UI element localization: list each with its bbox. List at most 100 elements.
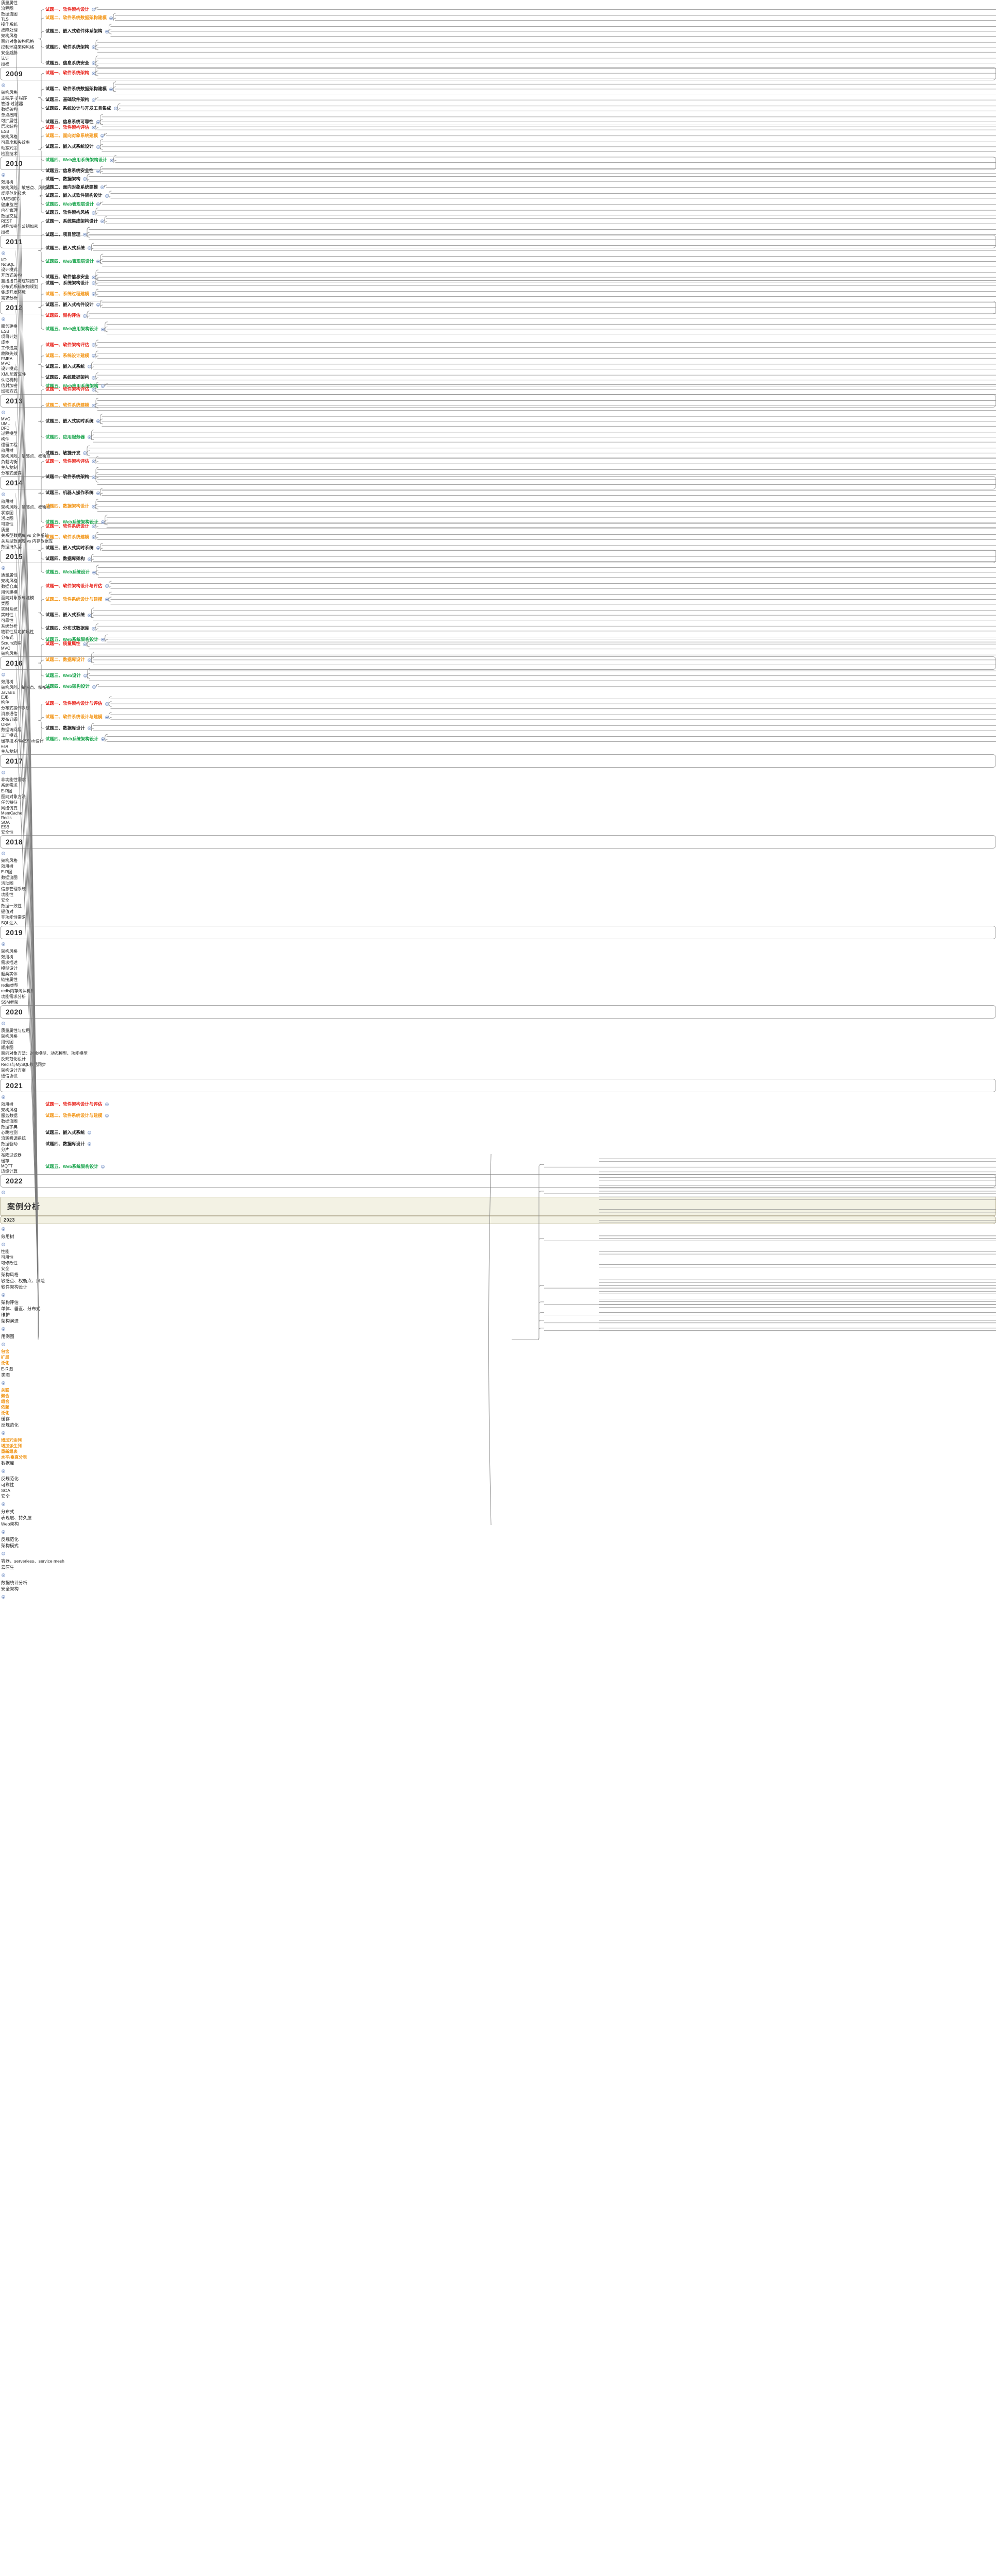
year-node[interactable]: 2014 — [0, 476, 996, 499]
leaf-node[interactable]: ESB — [0, 825, 996, 829]
leaf-node[interactable]: 分布式 — [0, 635, 996, 640]
collapse-toggle-icon[interactable] — [100, 134, 105, 138]
collapse-toggle-icon[interactable] — [2, 771, 5, 774]
leaf-node[interactable]: Redis — [0, 816, 996, 820]
collapse-toggle-icon[interactable] — [2, 493, 5, 496]
leaf-node[interactable]: EJB — [0, 695, 996, 700]
collapse-toggle-icon[interactable] — [96, 259, 100, 263]
topic-node[interactable]: 试题二、软件系统设计与建模 — [44, 714, 110, 720]
leaf-node[interactable]: 实时性 — [0, 612, 996, 618]
leaf-node[interactable]: 过程模型 — [0, 431, 996, 436]
topic-node[interactable]: 试题一、软件系统设计 — [44, 523, 97, 530]
year-node[interactable]: 2019 — [0, 926, 996, 948]
year-node[interactable]: 2018 — [0, 835, 996, 858]
topic-node[interactable]: 试题三、嵌入式构件设计 — [44, 302, 102, 308]
leaf-node[interactable]: 需求分析 — [0, 295, 996, 301]
topic-node[interactable]: 试题二、软件系统架构 — [44, 474, 97, 480]
topic-node[interactable]: 试题四、软件系统架构 — [44, 44, 97, 50]
topic-node[interactable]: 试题四、系统数据架构 — [44, 375, 97, 381]
topic-node[interactable]: 试题四、架构评估 — [44, 313, 88, 319]
leaf-node[interactable]: 用例建模 — [0, 589, 996, 595]
cluster-leaf-node[interactable]: 泛化 — [0, 1360, 996, 1366]
topic-node[interactable]: 试题一、系统集成架构设计 — [44, 218, 106, 225]
collapse-toggle-icon[interactable] — [87, 726, 91, 730]
leaf-node[interactable]: 负载均衡 — [0, 459, 996, 465]
collapse-toggle-icon[interactable] — [2, 173, 5, 177]
leaf-node[interactable]: UML — [0, 421, 996, 426]
collapse-toggle-icon[interactable] — [105, 29, 109, 33]
leaf-node[interactable]: 非功能性需求 — [0, 914, 996, 920]
leaf-node[interactable]: 面向对象方法：对象模型、动态模型、功能模型 — [0, 1050, 996, 1056]
collapse-toggle-icon[interactable] — [2, 1469, 5, 1473]
leaf-node[interactable]: 功能性 — [0, 892, 996, 897]
collapse-toggle-icon[interactable] — [96, 303, 100, 307]
year-node[interactable]: 2013 — [0, 394, 996, 417]
topic-node[interactable]: 试题四、数据库架构 — [44, 556, 93, 562]
topic-node[interactable]: 试题一、系统架构设计 — [44, 280, 97, 286]
cluster-sub-node[interactable]: 维护 — [0, 1312, 996, 1318]
topic-node[interactable]: 试题二、软件系统设计与建模 — [44, 1113, 110, 1119]
leaf-node[interactable]: MVC — [0, 646, 996, 651]
leaf-node[interactable]: 活动图 — [0, 516, 996, 521]
collapse-toggle-icon[interactable] — [2, 1552, 5, 1555]
leaf-node[interactable]: DFD — [0, 426, 996, 431]
topic-node[interactable]: 试题四、Web系统架构设计 — [44, 736, 106, 742]
cluster-sub-node[interactable]: 敏感点、权衡点、风险 — [0, 1278, 996, 1284]
leaf-node[interactable]: 故障失效 — [0, 351, 996, 357]
topic-node[interactable]: 试题五、Web系统架构设计 — [44, 637, 106, 643]
leaf-node[interactable]: 网络仿真 — [0, 805, 996, 811]
collapse-toggle-icon[interactable] — [96, 145, 100, 149]
collapse-toggle-icon[interactable] — [2, 1530, 5, 1534]
leaf-node[interactable]: REST — [0, 219, 996, 224]
leaf-node[interactable]: 集成开发环境 — [0, 290, 996, 295]
collapse-toggle-icon[interactable] — [92, 98, 96, 102]
topic-node[interactable]: 试题一、软件架构评估 — [44, 459, 97, 465]
cluster-leaf-node[interactable]: 增加冗余列 — [0, 1437, 996, 1443]
cluster-leaf-node[interactable]: 泛化 — [0, 1410, 996, 1416]
leaf-node[interactable]: 遗留工程 — [0, 442, 996, 448]
collapse-toggle-icon[interactable] — [92, 275, 96, 279]
topic-node[interactable]: 试题四、Web表现层设计 — [44, 259, 102, 265]
collapse-toggle-icon[interactable] — [92, 524, 96, 528]
leaf-node[interactable]: 分布式系统架构规划 — [0, 284, 996, 290]
leaf-node[interactable]: 主从复制 — [0, 749, 996, 754]
leaf-node[interactable]: 主程序-子程序 — [0, 95, 996, 101]
leaf-node[interactable]: 对称加密与公钥加密 — [0, 224, 996, 229]
leaf-node[interactable]: 数据访问层 — [0, 727, 996, 733]
cluster-sub-node[interactable]: 反规范化 — [0, 1422, 996, 1437]
cluster-leaf-node[interactable]: 可修改性 — [0, 1260, 996, 1266]
leaf-node[interactable]: 数据流图 — [0, 875, 996, 880]
leaf-node[interactable]: 质量属性 — [0, 572, 996, 578]
leaf-node[interactable]: 架构风格 — [0, 948, 996, 954]
collapse-toggle-icon[interactable] — [87, 557, 91, 561]
leaf-node[interactable]: 效用树 — [0, 448, 996, 453]
collapse-toggle-icon[interactable] — [100, 384, 105, 388]
leaf-node[interactable]: 健康监控 — [0, 202, 996, 208]
topic-node[interactable]: 试题三、机器人操作系统 — [44, 490, 102, 496]
collapse-toggle-icon[interactable] — [96, 120, 100, 124]
collapse-toggle-icon[interactable] — [2, 942, 5, 946]
root-node[interactable]: 案例分析 — [0, 1197, 996, 1216]
year-node[interactable]: 2012 — [0, 301, 996, 324]
collapse-toggle-icon[interactable] — [2, 1573, 5, 1577]
leaf-node[interactable]: 流程图 — [0, 6, 996, 11]
topic-node[interactable]: 试题三、嵌入式系统 — [44, 1130, 93, 1136]
leaf-node[interactable]: 发布订阅 — [0, 717, 996, 722]
topic-node[interactable]: 试题四、分布式数据库 — [44, 625, 97, 632]
leaf-node[interactable]: 架构风格 — [0, 651, 996, 656]
collapse-toggle-icon[interactable] — [96, 169, 100, 173]
leaf-node[interactable]: 信封加密 — [0, 383, 996, 388]
leaf-node[interactable]: 分片 — [0, 1147, 996, 1153]
topic-node[interactable]: 试题三、嵌入式系统 — [44, 364, 93, 370]
cluster-leaf-node[interactable]: 聚合 — [0, 1393, 996, 1399]
collapse-toggle-icon[interactable] — [105, 702, 109, 706]
collapse-toggle-icon[interactable] — [2, 1381, 5, 1385]
leaf-node[interactable]: 质量属性与应用 — [0, 1028, 996, 1033]
cluster-branch-node[interactable]: 安全架构 — [0, 1586, 996, 1601]
leaf-node[interactable]: NoSQL — [0, 262, 996, 267]
topic-node[interactable]: 试题二、面向对象系统建模 — [44, 133, 106, 139]
topic-node[interactable]: 试题三、基础软件架构 — [44, 97, 97, 103]
cluster-sub-node[interactable]: 缓存 — [0, 1416, 996, 1422]
collapse-toggle-icon[interactable] — [92, 685, 96, 689]
collapse-toggle-icon[interactable] — [2, 1191, 5, 1194]
